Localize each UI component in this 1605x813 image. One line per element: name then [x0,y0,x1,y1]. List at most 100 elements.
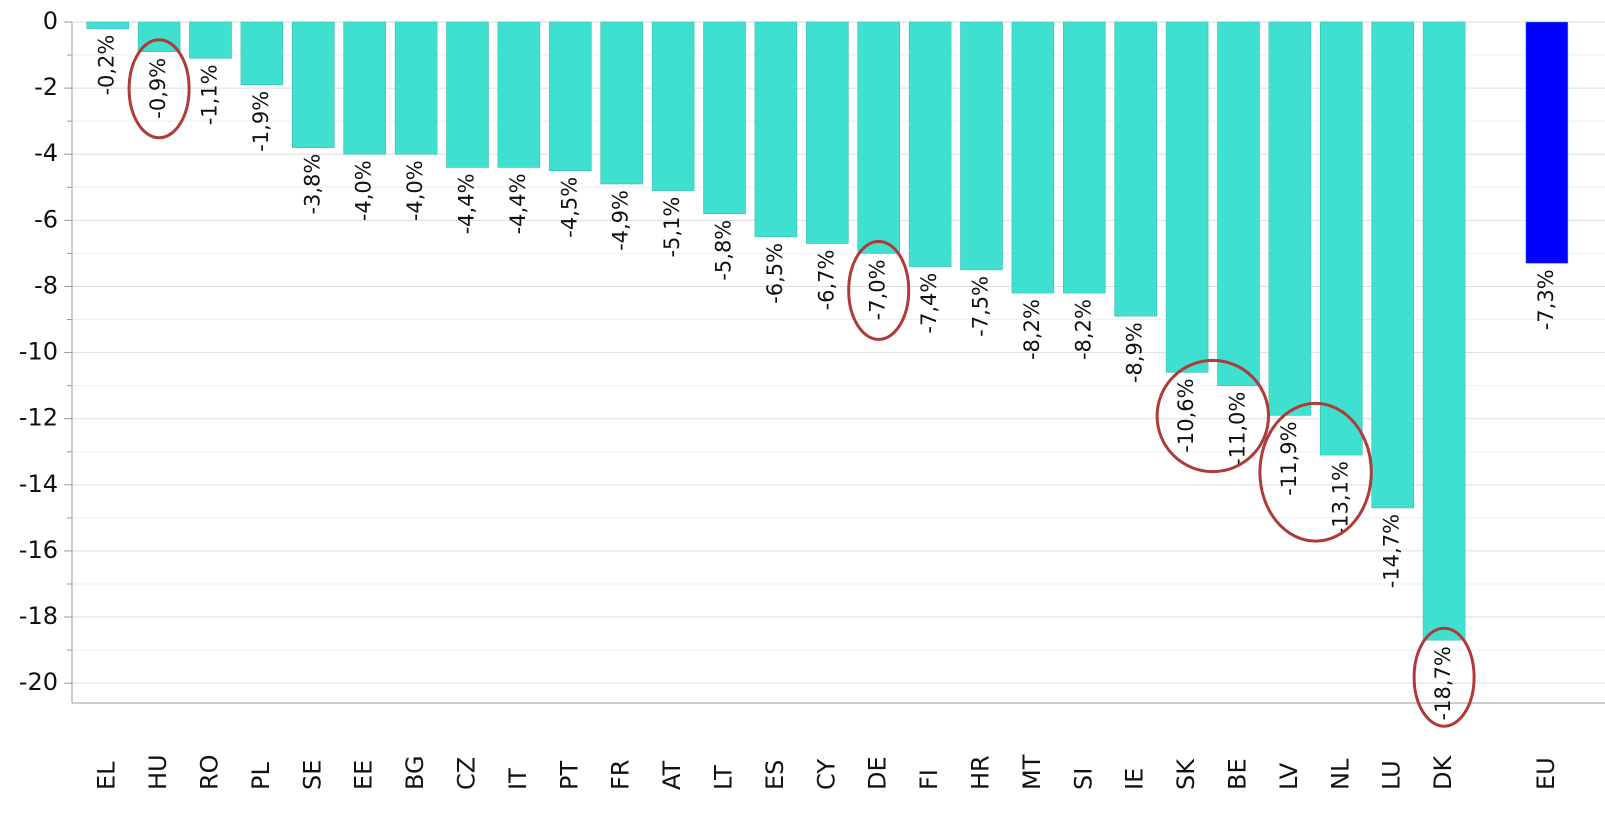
y-tick-label: -4 [34,139,58,167]
highlight-ellipse [1155,358,1271,474]
x-tick-label: AT [658,760,686,790]
x-tick-label: PL [247,762,275,790]
value-label: -13,1% [1328,461,1352,535]
value-label: -4,4% [455,173,479,234]
bar [1165,21,1209,373]
bar [240,21,284,86]
highlight-ellipse [1258,401,1373,543]
x-tick-label: CY [812,759,840,790]
highlight-ellipse [847,239,911,341]
highlight-ellipse [1412,626,1476,728]
x-tick-label: BE [1224,758,1252,790]
value-label: -3,8% [300,154,324,215]
x-tick-label: PT [555,761,583,790]
highlight-ellipse [127,38,191,140]
x-tick-label: CZ [453,757,481,790]
bar [497,21,541,168]
y-tick-label: -20 [19,668,58,696]
x-tick-label: EL [93,761,121,790]
value-label: -5,1% [660,197,684,258]
x-tick-label: LT [710,765,738,790]
x-tick-label: EU [1532,757,1560,790]
value-label: -7,0% [866,259,890,320]
value-label: -8,9% [1123,322,1147,383]
x-tick-label: IT [504,768,532,790]
value-label: -8,2% [1020,299,1044,360]
value-label: -1,1% [198,64,222,125]
bar [960,21,1003,271]
y-tick-label: -10 [19,338,58,366]
x-tick-label: RO [196,754,224,790]
x-tick-label: MT [1018,754,1046,790]
x-tick-label: FR [607,760,635,790]
value-label: -18,7% [1431,646,1455,720]
x-tick-label: IE [1121,768,1149,790]
bar [857,21,900,254]
bar [86,21,129,29]
value-label: -8,2% [1071,299,1095,360]
value-label: -6,5% [763,243,787,304]
y-tick-label: -2 [34,73,58,101]
y-tick-label: -6 [34,205,58,233]
bar [1525,21,1569,264]
x-tick-label: NL [1326,758,1354,790]
bar [1371,21,1414,509]
value-label: -10,6% [1174,378,1198,452]
bar [703,21,746,214]
x-tick-label: SK [1172,758,1200,790]
value-label: -1,9% [249,91,273,152]
bar [292,21,335,148]
x-tick-label: HR [967,755,995,790]
y-tick-label: -8 [34,271,58,299]
x-tick-label: SE [298,760,326,790]
value-label: -4,0% [352,160,376,221]
value-label: -7,3% [1534,269,1558,330]
value-label: -4,4% [506,173,530,234]
x-tick-label: BG [401,755,429,790]
value-label: -6,7% [814,249,838,310]
value-label: -4,5% [557,177,581,238]
bar [1320,21,1363,456]
bar [806,21,849,244]
x-tick-label: SI [1069,768,1097,790]
bar [1268,21,1312,416]
y-tick-label: -16 [19,536,58,564]
x-tick-label: LV [1275,762,1303,790]
bar [651,21,695,191]
bar [1011,21,1055,294]
value-label: -7,5% [969,276,993,337]
bar [394,21,438,155]
value-label: -11,0% [1226,392,1250,466]
bar [908,21,952,267]
x-tick-label: HU [144,754,172,790]
bar [446,21,489,168]
y-tick-label: -18 [19,602,58,630]
x-tick-label: LU [1378,760,1406,790]
value-label: -4,0% [403,160,427,221]
y-tick-label: -12 [19,404,58,432]
x-tick-label: ES [761,760,789,790]
y-tick-label: -14 [19,470,58,498]
bar [189,21,232,59]
bar [549,21,592,172]
bar [343,21,386,155]
value-label: -11,9% [1277,421,1301,495]
value-label: -14,7% [1380,514,1404,588]
value-label: -0,2% [95,35,119,96]
value-label: -4,9% [609,190,633,251]
x-tick-label: DE [864,756,892,790]
bar [754,21,798,238]
bar [1422,21,1466,641]
value-label: -0,9% [146,58,170,119]
bar [1217,21,1260,386]
value-label: -7,4% [917,273,941,334]
y-tick-label: 0 [43,7,58,35]
value-label: -5,8% [712,220,736,281]
bar [600,21,643,185]
x-tick-label: EE [350,760,378,790]
x-tick-label: FI [915,769,943,790]
x-tick-label: DK [1429,755,1457,790]
bar [1114,21,1157,317]
bar [1063,21,1106,294]
